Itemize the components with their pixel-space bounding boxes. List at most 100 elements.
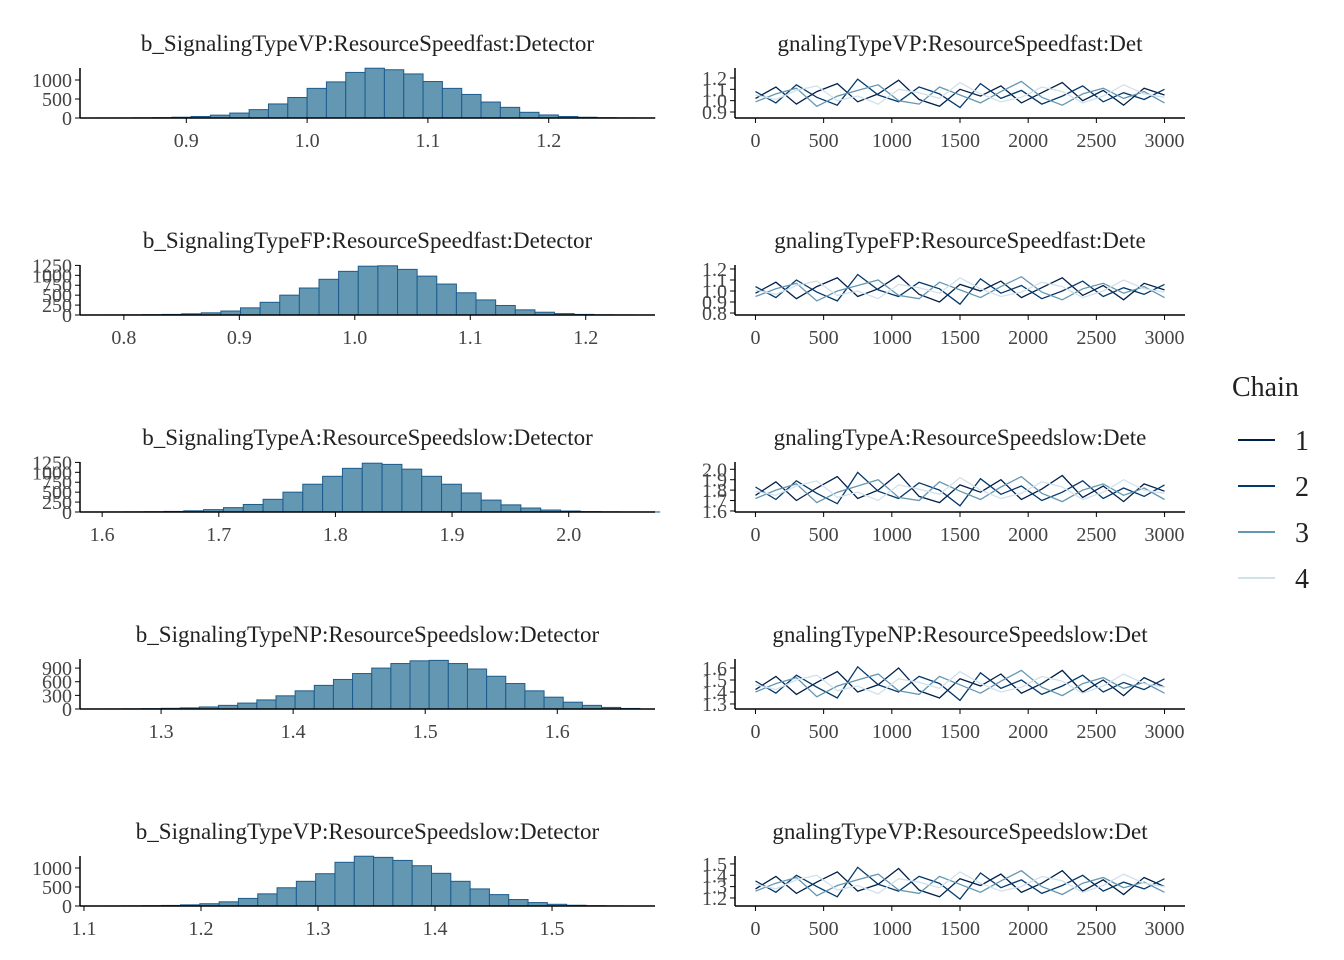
bar	[237, 897, 259, 907]
histogram-panel: b_SignalingTypeVP:ResourceSpeedslow:Dete…	[32, 819, 655, 940]
x-tick-label: 1000	[872, 130, 912, 152]
bar	[341, 467, 363, 513]
bar	[373, 856, 394, 907]
trace-panel: gnalingTypeNP:ResourceSpeedslow:Det 0 500 1…	[702, 622, 1185, 743]
x-tick-label: 1.8	[323, 524, 348, 546]
bar	[239, 307, 261, 316]
bar	[500, 504, 522, 513]
y-tick-label: 1.8	[702, 480, 727, 502]
bar	[295, 880, 317, 907]
bar	[519, 111, 540, 119]
x-tick-label: 1.9	[440, 524, 465, 546]
x-tick-label: 1.0	[295, 130, 320, 152]
bar	[377, 265, 399, 316]
bar	[338, 270, 359, 316]
bar	[499, 106, 521, 119]
bar	[392, 859, 413, 907]
bar	[287, 96, 308, 119]
trace-line	[755, 869, 1165, 897]
legend-label: 2	[1295, 472, 1309, 503]
bar	[466, 668, 488, 710]
x-tick-label: 1000	[872, 721, 912, 743]
bar	[562, 701, 583, 710]
bar	[371, 667, 392, 710]
bar	[279, 294, 300, 316]
bar	[475, 299, 497, 316]
x-tick-label: 3000	[1145, 918, 1185, 940]
legend-title: Chain	[1232, 372, 1299, 403]
bar	[488, 894, 510, 907]
y-tick-label: 0.8	[702, 303, 727, 325]
histogram-panel: b_SignalingTypeVP:ResourceSpeedfast:Dete…	[32, 31, 656, 152]
x-tick-label: 1.1	[71, 918, 96, 940]
trace-line	[755, 275, 1165, 302]
x-tick-label: 500	[809, 918, 839, 940]
bar	[313, 684, 334, 710]
x-tick-label: 2500	[1076, 721, 1116, 743]
x-tick-label: 500	[809, 721, 839, 743]
y-tick-label: 1.2	[702, 68, 727, 90]
trace-line	[755, 79, 1165, 108]
bar	[411, 865, 433, 907]
y-tick-label: 0	[62, 502, 72, 524]
bar	[306, 87, 327, 119]
y-tick-label: 500	[42, 285, 72, 307]
x-tick-label: 1.6	[545, 721, 570, 743]
x-tick-label: 2500	[1076, 524, 1116, 546]
x-tick-label: 2000	[1008, 327, 1048, 349]
legend: Chain 1 2 3 4	[1232, 372, 1309, 595]
trace-line	[755, 665, 1165, 702]
x-tick-label: 1000	[872, 524, 912, 546]
x-tick-label: 1.2	[536, 130, 561, 152]
bar	[345, 71, 366, 119]
bar	[361, 462, 383, 513]
x-tick-label: 2500	[1076, 130, 1116, 152]
y-tick-label: 1.2	[702, 259, 727, 281]
bar	[353, 855, 375, 907]
y-tick-label: 1.5	[702, 670, 727, 692]
panel-title: b_SignalingTypeA:ResourceSpeedslow:Detec…	[142, 425, 593, 450]
trace-panel: gnalingTypeFP:ResourceSpeedfast:Dete 0 500…	[702, 228, 1185, 349]
x-tick-label: 2000	[1008, 130, 1048, 152]
bar	[480, 499, 502, 513]
x-tick-label: 2.0	[556, 524, 581, 546]
x-tick-label: 1.4	[281, 721, 306, 743]
y-tick-label: 1.3	[702, 877, 727, 899]
bar	[267, 103, 289, 119]
bar	[352, 673, 373, 710]
panel-title: b_SignalingTypeVP:ResourceSpeedslow:Dete…	[136, 819, 600, 844]
legend-label: 3	[1295, 518, 1309, 549]
bar	[505, 683, 526, 710]
bar	[325, 81, 347, 119]
bar	[275, 695, 296, 710]
bar	[469, 888, 490, 907]
bar	[486, 675, 507, 710]
bar	[334, 861, 355, 907]
bar	[259, 301, 281, 316]
histogram-panel: b_SignalingTypeFP:ResourceSpeedfast:Dete…	[32, 228, 655, 349]
x-tick-label: 1.6	[90, 524, 115, 546]
x-tick-label: 0.9	[227, 327, 252, 349]
bar	[401, 468, 423, 513]
x-tick-label: 3000	[1145, 327, 1185, 349]
trace-panel: gnalingTypeVP:ResourceSpeedfast:Det 0 500 1…	[702, 31, 1185, 152]
bar	[543, 696, 564, 710]
y-tick-label: 500	[42, 89, 72, 111]
y-tick-label: 300	[42, 685, 72, 707]
bar	[256, 699, 277, 710]
x-tick-label: 1.2	[573, 327, 598, 349]
x-tick-label: 500	[809, 327, 839, 349]
panel-title: gnalingTypeA:ResourceSpeedslow:Dete	[774, 425, 1147, 450]
x-tick-label: 2500	[1076, 918, 1116, 940]
bar	[242, 503, 264, 513]
y-tick-label: 500	[42, 877, 72, 899]
trace-line	[755, 472, 1165, 504]
x-tick-label: 3000	[1145, 721, 1185, 743]
bar	[450, 880, 471, 907]
y-tick-label: 1.0	[702, 281, 727, 303]
bar	[421, 475, 443, 513]
y-tick-label: 1000	[32, 265, 72, 287]
y-tick-label: 1.5	[702, 854, 727, 876]
